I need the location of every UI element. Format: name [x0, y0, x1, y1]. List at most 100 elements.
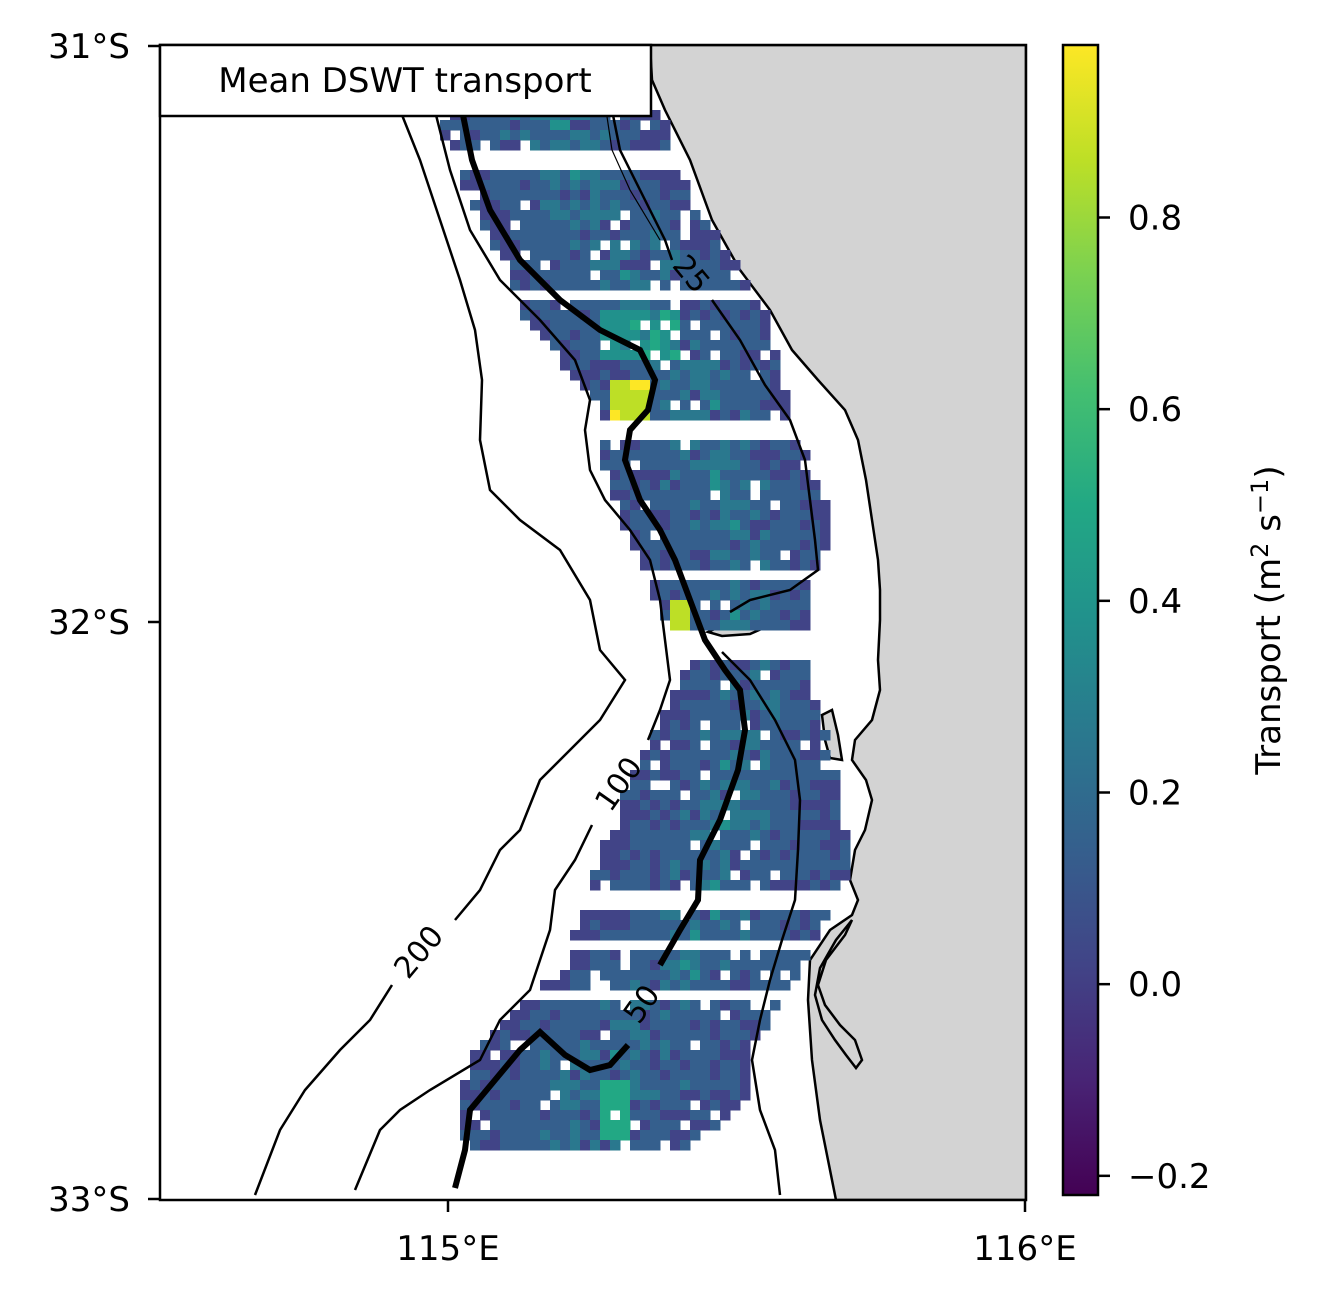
transport-cell — [620, 270, 631, 281]
transport-cell — [640, 920, 651, 931]
transport-cell — [710, 670, 721, 681]
transport-cell — [740, 330, 751, 341]
transport-cell — [750, 930, 761, 941]
transport-cell — [480, 1100, 491, 1111]
transport-cell — [760, 880, 771, 891]
transport-cell — [670, 410, 681, 421]
transport-cell — [520, 1030, 531, 1041]
transport-cell — [500, 190, 511, 201]
transport-cell — [800, 680, 811, 691]
transport-cell — [740, 500, 751, 511]
transport-cell — [690, 750, 701, 761]
transport-cell — [760, 440, 771, 451]
transport-cell — [780, 480, 791, 491]
transport-cell — [630, 1070, 641, 1081]
transport-cell — [740, 860, 751, 871]
transport-cell — [600, 360, 611, 371]
transport-cell — [460, 140, 471, 151]
transport-cell — [640, 950, 651, 961]
transport-cell — [650, 1120, 661, 1131]
lat-tick-label: 33°S — [48, 1180, 130, 1220]
transport-cell — [550, 140, 561, 151]
transport-cell — [620, 490, 631, 501]
transport-cell — [600, 1050, 611, 1061]
transport-cell — [660, 920, 671, 931]
transport-cell — [670, 1120, 681, 1131]
transport-cell — [530, 1090, 541, 1101]
transport-cell — [690, 460, 701, 471]
transport-cell — [690, 910, 701, 921]
transport-cell — [770, 550, 781, 561]
land-mask — [648, 45, 1026, 1200]
transport-cell — [740, 810, 751, 821]
transport-cell — [660, 390, 671, 401]
transport-cell — [680, 970, 691, 981]
transport-cell — [620, 1120, 631, 1131]
transport-cell — [600, 1070, 611, 1081]
transport-cell — [700, 520, 711, 531]
transport-cell — [630, 500, 641, 511]
lat-tick-label: 32°S — [48, 603, 130, 643]
transport-cell — [490, 180, 501, 191]
transport-cell — [720, 690, 731, 701]
transport-cell — [790, 710, 801, 721]
transport-cell — [580, 960, 591, 971]
transport-cell — [680, 740, 691, 751]
transport-cell — [500, 1140, 511, 1151]
transport-cell — [540, 1060, 551, 1071]
transport-cell — [610, 1130, 621, 1141]
transport-cell — [650, 820, 661, 831]
transport-cell — [630, 280, 641, 291]
transport-cell — [590, 260, 601, 271]
transport-cell — [640, 250, 651, 261]
transport-cell — [700, 870, 711, 881]
transport-cell — [610, 1090, 621, 1101]
transport-cell — [550, 340, 561, 351]
transport-cell — [560, 1120, 571, 1131]
transport-cell — [700, 810, 711, 821]
transport-cell — [570, 370, 581, 381]
transport-cell — [680, 280, 691, 291]
transport-cell — [770, 850, 781, 861]
transport-cell — [650, 800, 661, 811]
transport-cell — [770, 480, 781, 491]
transport-cell — [780, 980, 791, 991]
transport-cell — [570, 1090, 581, 1101]
transport-cell — [620, 840, 631, 851]
transport-cell — [520, 1020, 531, 1031]
transport-cell — [480, 170, 491, 181]
transport-cell — [500, 1040, 511, 1051]
transport-cell — [680, 620, 691, 631]
transport-cell — [530, 300, 541, 311]
transport-cell — [830, 790, 841, 801]
transport-cell — [660, 1040, 671, 1051]
transport-cell — [700, 780, 711, 791]
transport-cell — [760, 510, 771, 521]
transport-cell — [700, 530, 711, 541]
transport-cell — [690, 620, 701, 631]
transport-cell — [700, 1010, 711, 1021]
transport-cell — [510, 1120, 521, 1131]
transport-cell — [780, 770, 791, 781]
transport-cell — [750, 700, 761, 711]
transport-cell — [530, 140, 541, 151]
transport-cell — [630, 440, 641, 451]
transport-cell — [540, 210, 551, 221]
transport-cell — [680, 530, 691, 541]
transport-cell — [690, 590, 701, 601]
transport-cell — [580, 140, 591, 151]
transport-cell — [570, 1050, 581, 1061]
transport-cell — [710, 390, 721, 401]
transport-cell — [500, 180, 511, 191]
transport-cell — [610, 380, 621, 391]
transport-cell — [790, 860, 801, 871]
transport-cell — [610, 1040, 621, 1051]
transport-cell — [720, 770, 731, 781]
transport-cell — [710, 620, 721, 631]
transport-cell — [640, 330, 651, 341]
transport-cell — [790, 830, 801, 841]
transport-cell — [540, 1120, 551, 1131]
transport-cell — [790, 490, 801, 501]
transport-cell — [660, 1120, 671, 1131]
transport-cell — [740, 510, 751, 521]
